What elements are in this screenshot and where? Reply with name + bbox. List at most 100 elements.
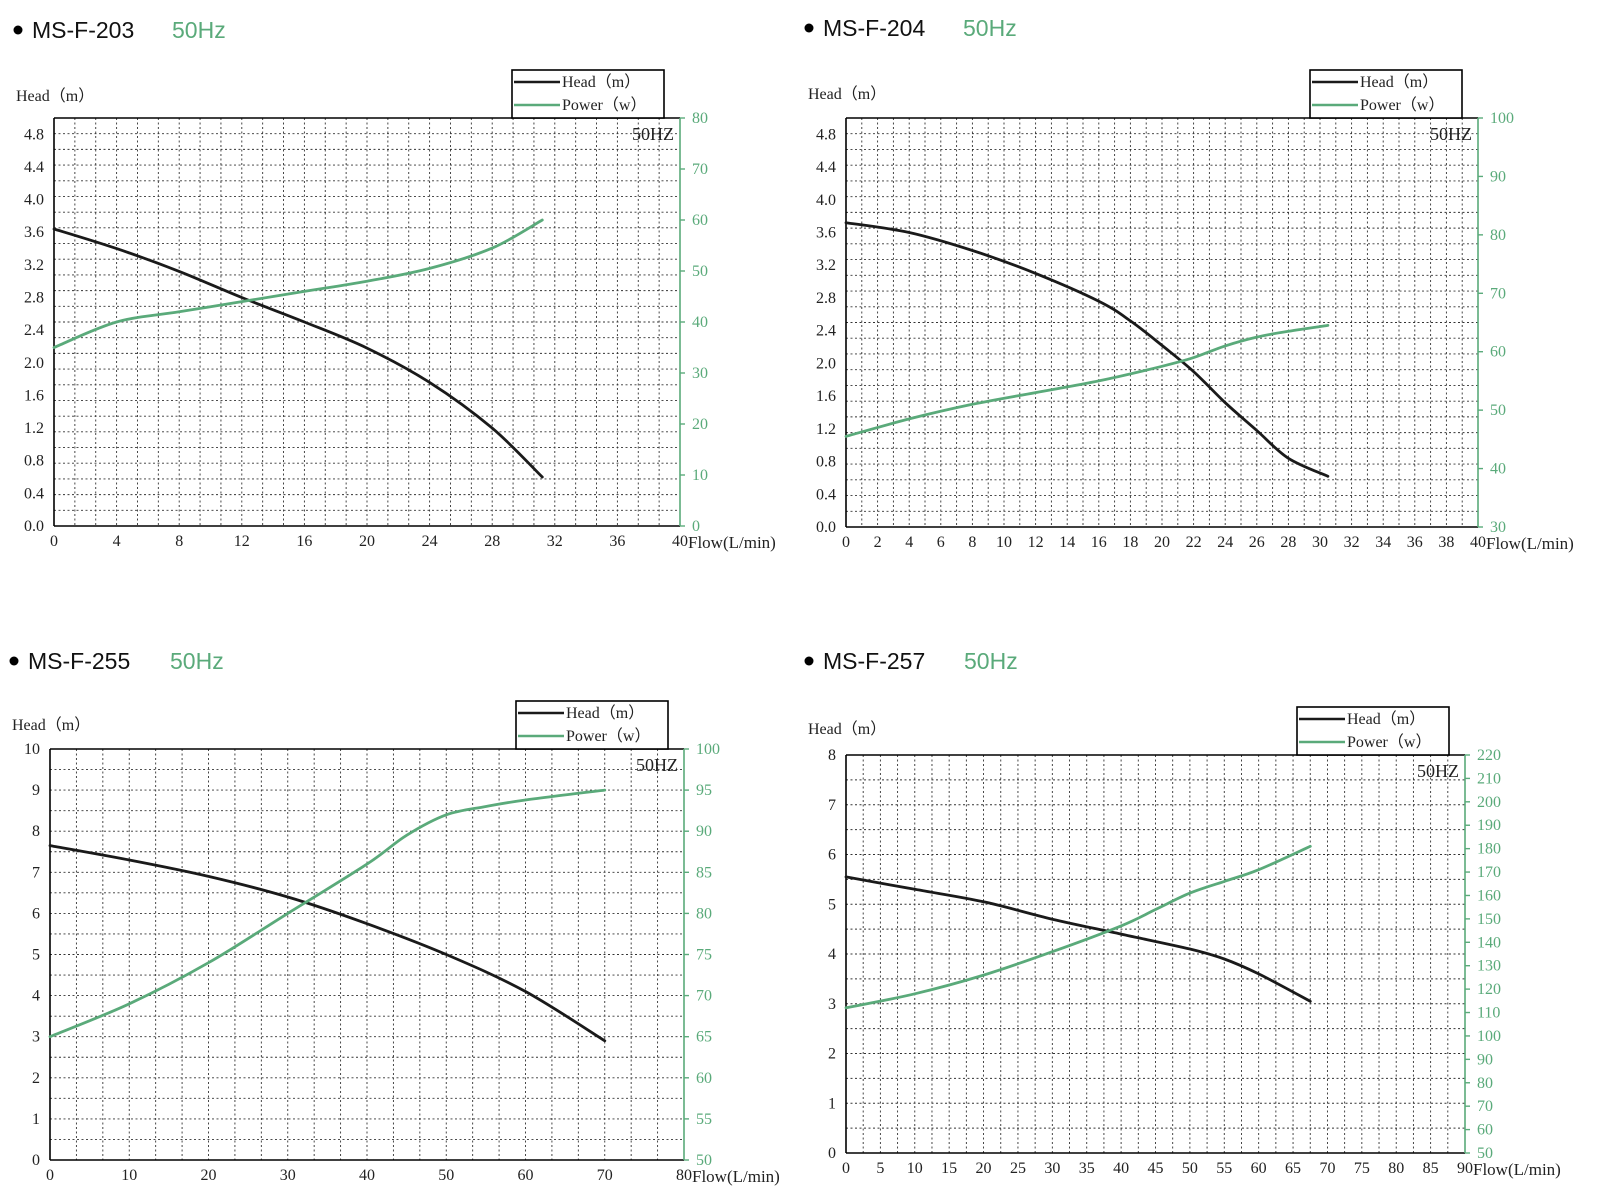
y2-tick-label: 75 <box>696 947 712 964</box>
y2-tick-label: 130 <box>1477 958 1501 975</box>
y2-tick-label: 70 <box>1477 1098 1493 1115</box>
legend-head-label: Head（m） <box>1347 710 1425 728</box>
y-tick-label: 1 <box>828 1095 836 1112</box>
x-tick-label: 14 <box>1059 534 1075 551</box>
y2-tick-label: 60 <box>696 1070 712 1087</box>
y2-tick-label: 50 <box>1477 1145 1493 1162</box>
x-tick-label: 60 <box>518 1167 534 1184</box>
x-tick-label: 18 <box>1122 534 1138 551</box>
y2-tick-label: 50 <box>692 263 708 280</box>
legend-power-label: Power（w） <box>1347 733 1431 751</box>
y2-tick-label: 150 <box>1477 911 1501 928</box>
y-tick-label: 3.2 <box>24 257 44 274</box>
x-tick-label: 80 <box>1388 1160 1404 1177</box>
power-curve <box>48 788 607 1039</box>
power-curve <box>844 844 1312 1010</box>
y-tick-label: 4 <box>828 946 836 963</box>
x-tick-label: 10 <box>121 1167 137 1184</box>
y2-tick-label: 90 <box>1477 1051 1493 1068</box>
y2-tick-label: 90 <box>696 823 712 840</box>
x-axis-label: Flow(L/min) <box>688 533 776 552</box>
y-tick-label: 3 <box>828 996 836 1013</box>
x-tick-label: 12 <box>1028 534 1044 551</box>
x-tick-label: 12 <box>234 533 250 550</box>
x-tick-label: 10 <box>996 534 1012 551</box>
x-tick-label: 40 <box>1113 1160 1129 1177</box>
legend-head-label: Head（m） <box>1360 73 1438 91</box>
y-tick-label: 4 <box>32 988 40 1005</box>
x-tick-label: 70 <box>1319 1160 1335 1177</box>
y-axis-label: Head（m） <box>808 720 886 738</box>
x-axis-label: Flow(L/min) <box>692 1167 780 1186</box>
y-tick-label: 4.4 <box>24 159 44 176</box>
y-tick-label: 2.4 <box>816 323 836 340</box>
y2-tick-label: 190 <box>1477 817 1501 834</box>
y-tick-label: 8 <box>32 823 40 840</box>
y-tick-label: 10 <box>24 741 40 758</box>
y2-tick-label: 40 <box>1490 461 1506 478</box>
x-tick-label: 15 <box>941 1160 957 1177</box>
x-tick-label: 4 <box>113 533 121 550</box>
x-tick-label: 10 <box>907 1160 923 1177</box>
x-tick-label: 16 <box>296 533 312 550</box>
y-tick-label: 2.8 <box>816 290 836 307</box>
inner-frequency-label: 50HZ <box>636 755 678 775</box>
y2-tick-label: 100 <box>1477 1028 1501 1045</box>
y-tick-label: 8 <box>828 747 836 764</box>
power-curve <box>844 324 1330 438</box>
legend-power-label: Power（w） <box>566 727 650 745</box>
y2-tick-label: 60 <box>1477 1122 1493 1139</box>
x-tick-label: 4 <box>905 534 913 551</box>
y-tick-label: 6 <box>828 847 836 864</box>
y2-tick-label: 210 <box>1477 770 1501 787</box>
y-tick-label: 9 <box>32 782 40 799</box>
x-tick-label: 30 <box>1312 534 1328 551</box>
legend-power-label: Power（w） <box>562 96 646 114</box>
y-tick-label: 7 <box>32 864 40 881</box>
legend-power-label: Power（w） <box>1360 96 1444 114</box>
y2-tick-label: 30 <box>1490 519 1506 536</box>
legend-head-label: Head（m） <box>562 73 640 91</box>
y-tick-label: 0 <box>32 1152 40 1169</box>
x-tick-label: 55 <box>1216 1160 1232 1177</box>
x-tick-label: 90 <box>1457 1160 1473 1177</box>
x-tick-label: 28 <box>1280 534 1296 551</box>
x-tick-label: 80 <box>676 1167 692 1184</box>
y-tick-label: 2 <box>828 1046 836 1063</box>
x-axis-label: Flow(L/min) <box>1473 1160 1561 1179</box>
x-tick-label: 38 <box>1438 534 1454 551</box>
x-tick-label: 34 <box>1375 534 1391 551</box>
x-tick-label: 40 <box>359 1167 375 1184</box>
inner-frequency-label: 50HZ <box>1417 761 1459 781</box>
title-bullet <box>9 656 19 666</box>
y2-tick-label: 50 <box>696 1152 712 1169</box>
y2-tick-label: 70 <box>696 988 712 1005</box>
x-tick-label: 0 <box>46 1167 54 1184</box>
legend-head-label: Head（m） <box>566 704 644 722</box>
x-tick-label: 0 <box>842 1160 850 1177</box>
y-tick-label: 6 <box>32 905 40 922</box>
y2-tick-label: 220 <box>1477 747 1501 764</box>
x-tick-label: 5 <box>876 1160 884 1177</box>
x-tick-label: 24 <box>1217 534 1233 551</box>
x-tick-label: 6 <box>937 534 945 551</box>
x-tick-label: 24 <box>422 533 438 550</box>
y2-tick-label: 70 <box>692 161 708 178</box>
x-tick-label: 35 <box>1079 1160 1095 1177</box>
y2-tick-label: 70 <box>1490 285 1506 302</box>
legend-box <box>515 700 669 750</box>
y2-tick-label: 60 <box>692 212 708 229</box>
y2-tick-label: 160 <box>1477 887 1501 904</box>
y-tick-label: 0.0 <box>24 518 44 535</box>
y2-tick-label: 110 <box>1477 1005 1500 1022</box>
x-tick-label: 8 <box>175 533 183 550</box>
x-tick-label: 32 <box>1344 534 1360 551</box>
chart-frequency: 50Hz <box>963 15 1017 41</box>
y2-tick-label: 200 <box>1477 794 1501 811</box>
y2-tick-label: 120 <box>1477 981 1501 998</box>
y-tick-label: 4.0 <box>816 192 836 209</box>
x-tick-label: 26 <box>1249 534 1265 551</box>
y2-tick-label: 180 <box>1477 841 1501 858</box>
y-tick-label: 2.4 <box>24 322 44 339</box>
